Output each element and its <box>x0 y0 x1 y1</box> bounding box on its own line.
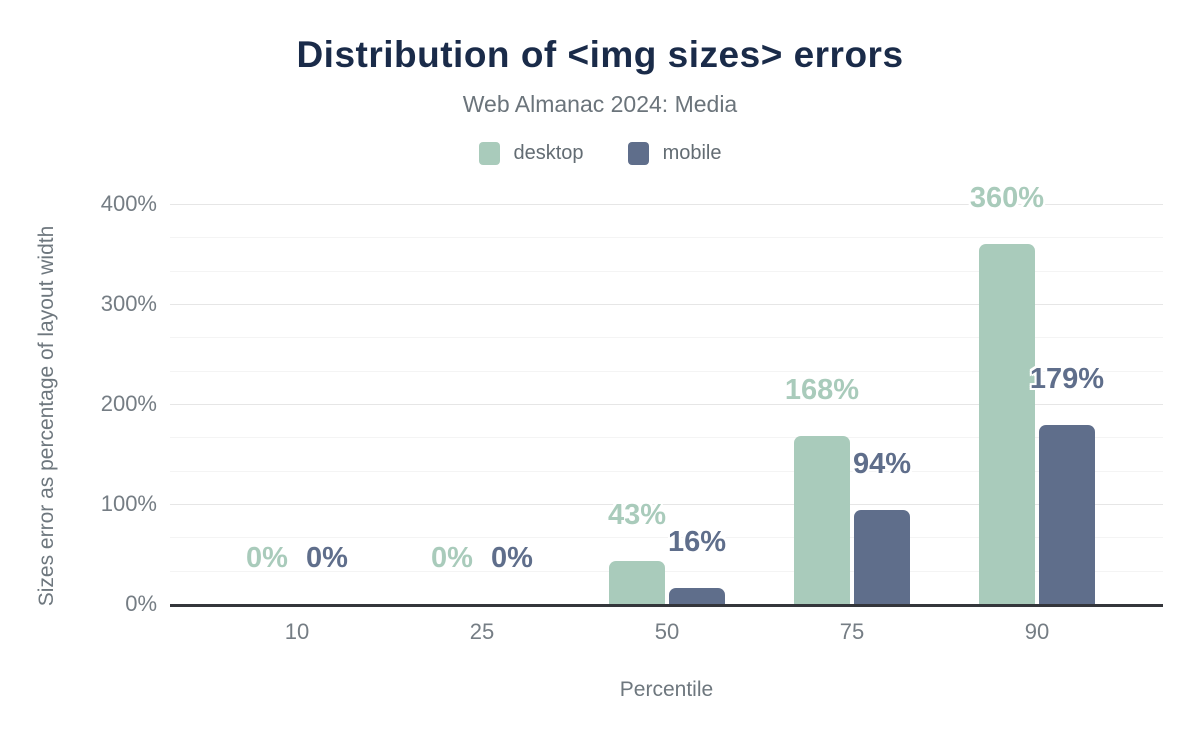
x-axis-line <box>170 604 1163 607</box>
y-axis-tick-label: 0% <box>125 591 157 616</box>
desktop-value-label: 0% <box>246 542 288 574</box>
legend-item-desktop: desktop <box>478 142 584 165</box>
x-axis-tick-label: 90 <box>1024 619 1050 644</box>
minor-gridline <box>170 237 1163 239</box>
y-axis-title: Sizes error as percentage of layout widt… <box>35 225 58 607</box>
chart-subtitle: Web Almanac 2024: Media <box>462 91 738 117</box>
x-axis-title: Percentile <box>619 678 714 701</box>
y-axis-tick-label: 100% <box>100 491 157 516</box>
desktop-swatch-icon <box>478 142 500 165</box>
chart-title: Distribution of <img sizes> errors <box>296 34 904 75</box>
y-axis-tick-label: 200% <box>100 391 157 416</box>
minor-gridline <box>170 337 1163 339</box>
x-axis-tick-label: 25 <box>469 619 495 644</box>
major-gridline <box>170 504 1163 505</box>
desktop-bar <box>794 436 850 604</box>
desktop-value-label: 43% <box>607 499 667 531</box>
mobile-value-label: 179% <box>1029 363 1105 395</box>
desktop-value-label: 360% <box>969 182 1045 214</box>
minor-gridline <box>170 270 1163 272</box>
mobile-value-label: 0% <box>306 542 348 574</box>
desktop-value-label: 168% <box>784 374 860 406</box>
mobile-bar <box>854 510 910 604</box>
legend-label-desktop: desktop <box>513 142 584 164</box>
y-axis-tick-label: 400% <box>100 191 157 216</box>
x-axis-tick-label: 50 <box>654 619 680 644</box>
major-gridline <box>170 304 1163 305</box>
legend-item-mobile: mobile <box>627 142 722 165</box>
desktop-bar <box>609 561 665 604</box>
legend-label-mobile: mobile <box>662 142 722 164</box>
minor-gridline <box>170 537 1163 539</box>
desktop-value-label: 0% <box>431 542 473 574</box>
minor-gridline <box>170 470 1163 472</box>
legend: desktop mobile <box>0 142 1200 165</box>
x-axis-tick-label: 10 <box>284 619 310 644</box>
minor-gridline <box>170 437 1163 439</box>
desktop-bar <box>979 244 1035 604</box>
mobile-value-label: 16% <box>667 526 727 558</box>
x-axis-tick-label: 75 <box>839 619 865 644</box>
major-gridline <box>170 404 1163 405</box>
mobile-bar <box>669 588 725 604</box>
mobile-swatch-icon <box>627 142 649 165</box>
mobile-value-label: 0% <box>491 542 533 574</box>
mobile-bar <box>1039 425 1095 604</box>
y-axis-tick-label: 300% <box>100 291 157 316</box>
mobile-value-label: 94% <box>852 448 912 480</box>
minor-gridline <box>170 570 1163 572</box>
minor-gridline <box>170 370 1163 372</box>
major-gridline <box>170 204 1163 205</box>
